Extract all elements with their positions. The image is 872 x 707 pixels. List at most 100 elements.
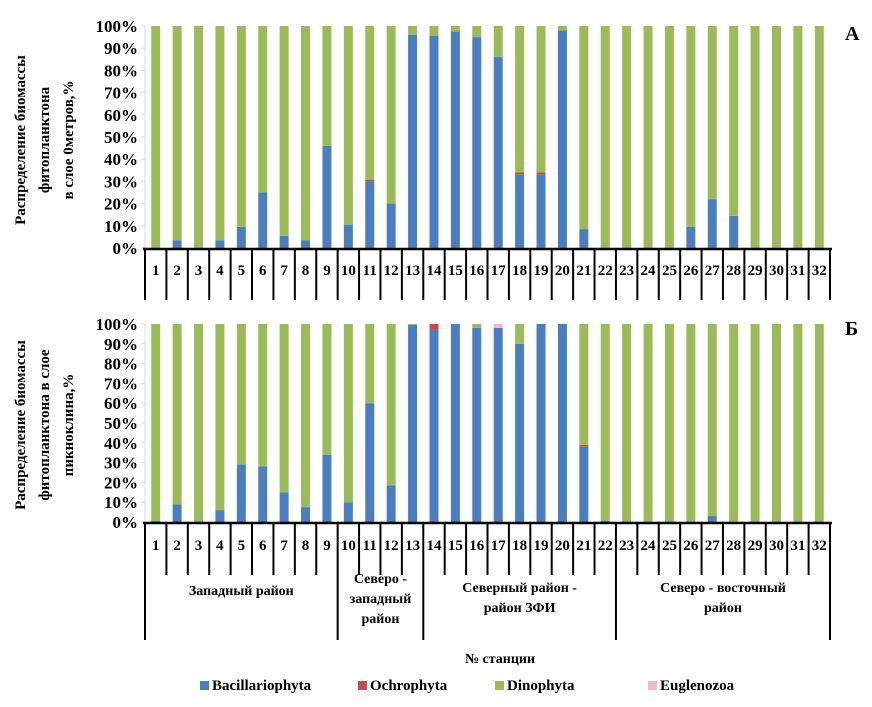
bar-segment-bacillariophyta	[322, 145, 332, 248]
bar-segment-dinophyta	[515, 26, 525, 173]
bar-segment-dinophyta	[750, 26, 760, 248]
bar-segment-dinophyta	[771, 324, 781, 522]
bar-segment-dinophyta	[750, 324, 760, 522]
x-tick-label: 18	[512, 538, 527, 554]
bar-segment-dinophyta	[215, 26, 225, 241]
bar-segment-dinophyta	[793, 324, 803, 522]
y-axis-title-line: пикноклина,%	[61, 374, 77, 477]
x-tick-label: 7	[280, 538, 288, 554]
x-tick-label: 10	[341, 263, 356, 279]
x-tick-label: 10	[341, 538, 356, 554]
bar-segment-bacillariophyta	[686, 226, 696, 248]
bar-segment-dinophyta	[301, 26, 311, 241]
y-tick-label: 40%	[104, 150, 138, 169]
x-tick-label: 5	[238, 263, 246, 279]
bar-segment-dinophyta	[301, 324, 311, 508]
bar-segment-bacillariophyta	[343, 224, 353, 248]
bar-segment-dinophyta	[686, 26, 696, 227]
y-tick-label: 90%	[104, 39, 138, 58]
bar-segment-bacillariophyta	[258, 466, 268, 522]
bar-segment-bacillariophyta	[579, 446, 589, 522]
bar-segment-dinophyta	[151, 324, 161, 522]
x-tick-label: 17	[491, 538, 507, 554]
legend-label: Bacillariophyta	[212, 678, 312, 694]
bar-segment-dinophyta	[322, 324, 332, 455]
region-label: западный	[350, 592, 412, 607]
bar-segment-ochrophyta	[365, 179, 375, 182]
region-label: Северо -	[354, 572, 408, 587]
bar-segment-bacillariophyta	[279, 492, 289, 522]
bar-segment-bacillariophyta	[365, 181, 375, 248]
bar-segment-dinophyta	[686, 324, 696, 522]
y-tick-label: 10%	[104, 493, 138, 512]
x-tick-label: 22	[598, 538, 613, 554]
y-tick-label: 0%	[113, 239, 139, 258]
x-tick-label: 2	[173, 538, 181, 554]
x-tick-label: 12	[384, 538, 399, 554]
bar-segment-bacillariophyta	[472, 37, 482, 248]
bar-segment-bacillariophyta	[215, 240, 225, 248]
x-tick-label: 15	[448, 263, 463, 279]
region-label: Северо - восточный	[660, 581, 786, 596]
legend-swatch-bacillariophyta	[200, 681, 209, 690]
x-tick-label: 11	[363, 538, 377, 554]
x-tick-label: 23	[619, 263, 634, 279]
x-tick-label: 3	[195, 263, 203, 279]
y-tick-label: 10%	[104, 217, 138, 236]
bar-segment-dinophyta	[365, 26, 375, 180]
bar-segment-dinophyta	[343, 324, 353, 503]
bar-segment-dinophyta	[814, 324, 824, 522]
bar-segment-dinophyta	[258, 324, 268, 467]
y-axis-title-line: фитопланктона в слое	[37, 349, 53, 501]
bar-segment-dinophyta	[771, 26, 781, 248]
bar-segment-dinophyta	[429, 26, 439, 36]
region-label: район ЗФИ	[484, 601, 556, 616]
x-tick-label: 17	[491, 263, 507, 279]
bar-segment-dinophyta	[236, 324, 246, 465]
x-tick-label: 7	[280, 263, 288, 279]
x-tick-label: 20	[555, 263, 570, 279]
bar-segment-dinophyta	[236, 26, 246, 227]
bar-segment-bacillariophyta	[707, 516, 717, 522]
y-axis-title-line: фитопланктона	[37, 86, 53, 193]
legend-label: Ochrophyta	[370, 678, 448, 694]
bar-segment-bacillariophyta	[236, 464, 246, 522]
x-tick-label: 31	[790, 263, 805, 279]
bar-segment-dinophyta	[664, 26, 674, 248]
x-tick-label: 22	[598, 263, 613, 279]
bar-segment-dinophyta	[386, 26, 396, 204]
y-tick-label: 70%	[104, 374, 138, 393]
x-tick-label: 32	[812, 263, 827, 279]
bar-segment-bacillariophyta	[322, 454, 332, 522]
bar-segment-bacillariophyta	[450, 31, 460, 248]
bar-segment-dinophyta	[343, 26, 353, 225]
bar-segment-bacillariophyta	[536, 174, 546, 248]
legend-label: Euglenozoa	[660, 678, 735, 694]
x-tick-label: 5	[238, 538, 246, 554]
bar-segment-dinophyta	[600, 26, 610, 248]
bar-segment-bacillariophyta	[301, 240, 311, 248]
x-tick-label: 32	[812, 538, 827, 554]
y-tick-label: 50%	[104, 128, 138, 147]
x-tick-label: 6	[259, 263, 267, 279]
chart-b: 0%10%20%30%40%50%60%70%80%90%100% Распред…	[13, 315, 858, 667]
bar-segment-dinophyta	[365, 324, 375, 404]
bar-segment-dinophyta	[579, 26, 589, 230]
bar-segment-bacillariophyta	[386, 203, 396, 248]
x-tick-label: 4	[216, 538, 224, 554]
bar-segment-dinophyta	[536, 26, 546, 173]
x-tick-label: 4	[216, 263, 224, 279]
y-tick-label: 40%	[104, 434, 138, 453]
bar-segment-dinophyta	[493, 26, 503, 58]
bar-segment-dinophyta	[151, 26, 161, 248]
bar-segment-bacillariophyta	[365, 403, 375, 522]
x-tick-label: 19	[534, 538, 549, 554]
bar-segment-dinophyta	[643, 26, 653, 248]
x-tick-label: 11	[363, 263, 377, 279]
x-tick-label: 26	[683, 263, 699, 279]
bar-segment-ochrophyta	[515, 172, 525, 175]
x-tick-label: 24	[641, 538, 657, 554]
bar-segment-bacillariophyta	[236, 226, 246, 248]
x-tick-label: 27	[705, 538, 721, 554]
bar-segment-dinophyta	[408, 324, 418, 325]
